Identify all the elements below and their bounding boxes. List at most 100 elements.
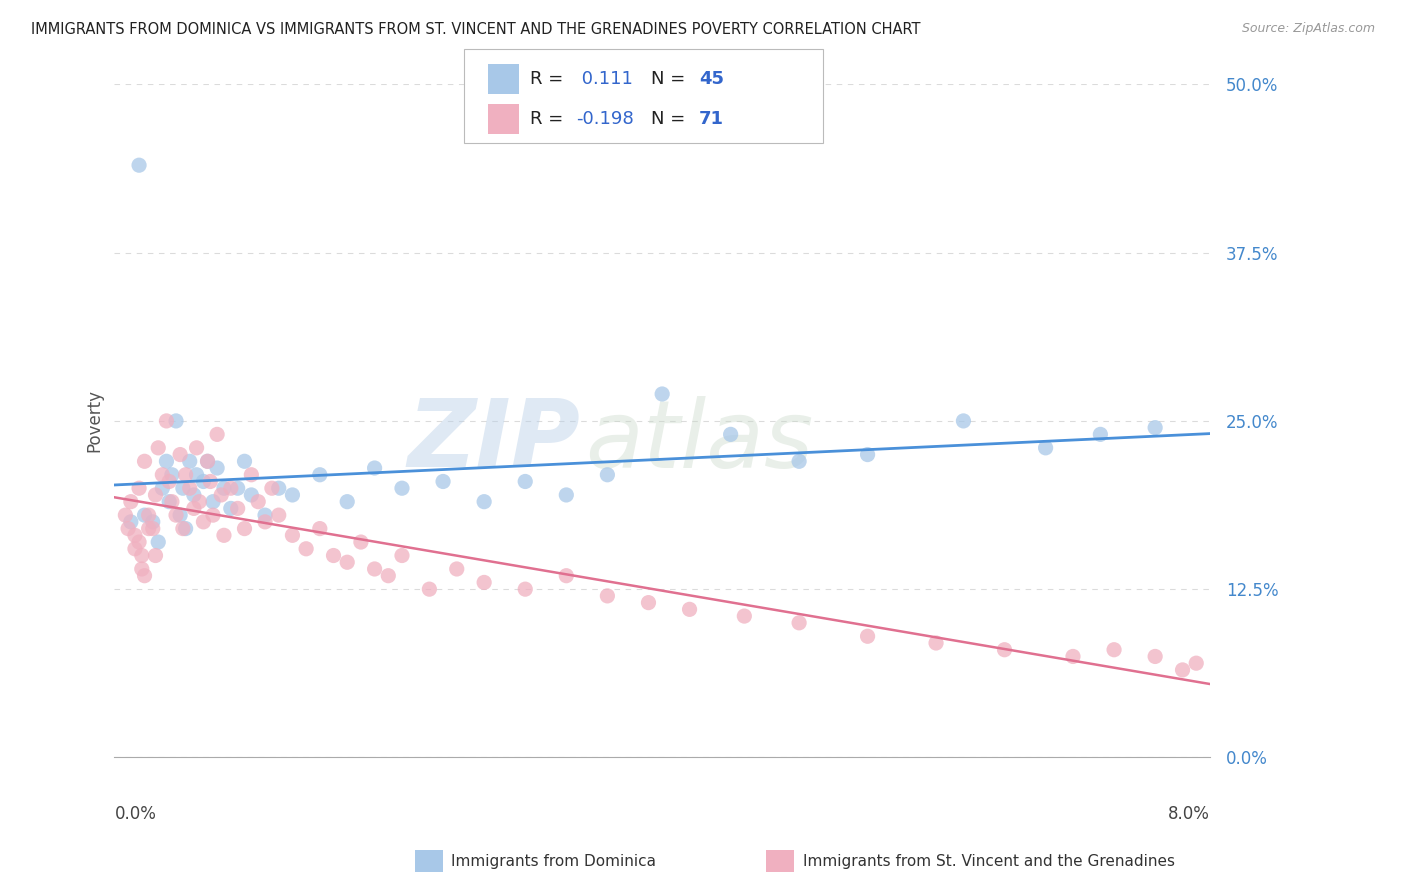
Point	[267, 481, 290, 495]
Text: 0.111: 0.111	[576, 70, 633, 87]
Point	[212, 481, 235, 495]
Point	[193, 475, 215, 489]
Point	[186, 441, 208, 455]
Text: 8.0%: 8.0%	[1168, 805, 1211, 822]
Point	[281, 528, 304, 542]
Text: 45: 45	[699, 70, 724, 87]
Point	[124, 541, 146, 556]
Text: Immigrants from St. Vincent and the Grenadines: Immigrants from St. Vincent and the Gren…	[803, 855, 1175, 869]
Point	[142, 522, 165, 536]
Point	[308, 522, 330, 536]
Point	[188, 494, 211, 508]
Point	[201, 508, 224, 523]
Point	[432, 475, 454, 489]
Point	[120, 515, 142, 529]
Text: R =: R =	[530, 70, 569, 87]
Point	[155, 414, 177, 428]
Point	[308, 467, 330, 482]
Point	[472, 575, 495, 590]
Point	[131, 549, 153, 563]
Text: 71: 71	[699, 110, 724, 128]
Point	[155, 454, 177, 468]
Point	[350, 535, 373, 549]
Point	[1102, 642, 1125, 657]
Point	[1090, 427, 1112, 442]
Point	[993, 642, 1015, 657]
Point	[145, 549, 167, 563]
Point	[197, 454, 219, 468]
Point	[172, 481, 194, 495]
Point	[205, 461, 228, 475]
Point	[114, 508, 136, 523]
Point	[174, 467, 197, 482]
Point	[138, 522, 160, 536]
Point	[787, 454, 810, 468]
Point	[134, 508, 156, 523]
Point	[260, 481, 283, 495]
Point	[336, 555, 359, 569]
Point	[515, 582, 537, 596]
Point	[179, 454, 201, 468]
Point	[212, 528, 235, 542]
Point	[142, 515, 165, 529]
Point	[446, 562, 468, 576]
Point	[179, 481, 201, 495]
Point	[169, 508, 191, 523]
Point	[200, 475, 222, 489]
Point	[336, 494, 359, 508]
Point	[219, 481, 242, 495]
Point	[254, 508, 277, 523]
Point	[131, 562, 153, 576]
Point	[925, 636, 948, 650]
Point	[267, 508, 290, 523]
Point	[120, 494, 142, 508]
Text: ZIP: ZIP	[408, 395, 581, 487]
Point	[555, 488, 578, 502]
Point	[596, 589, 619, 603]
Point	[1171, 663, 1194, 677]
Point	[952, 414, 974, 428]
Point	[172, 522, 194, 536]
Point	[134, 568, 156, 582]
Point	[651, 387, 673, 401]
Point	[363, 562, 385, 576]
Point	[281, 488, 304, 502]
Point	[148, 441, 170, 455]
Point	[128, 481, 150, 495]
Point	[1185, 656, 1208, 670]
Point	[157, 475, 180, 489]
Point	[174, 522, 197, 536]
Text: 0.0%: 0.0%	[114, 805, 156, 822]
Point	[240, 467, 263, 482]
Point	[226, 481, 249, 495]
Point	[226, 501, 249, 516]
Point	[148, 535, 170, 549]
Point	[391, 549, 413, 563]
Point	[515, 475, 537, 489]
Point	[596, 467, 619, 482]
Point	[201, 494, 224, 508]
Point	[209, 488, 232, 502]
Point	[128, 535, 150, 549]
Point	[124, 528, 146, 542]
Text: -0.198: -0.198	[576, 110, 634, 128]
Point	[472, 494, 495, 508]
Point	[219, 501, 242, 516]
Point	[157, 494, 180, 508]
Y-axis label: Poverty: Poverty	[86, 390, 103, 452]
Point	[295, 541, 318, 556]
Point	[856, 629, 879, 643]
Point	[169, 448, 191, 462]
Point	[637, 596, 659, 610]
Point	[363, 461, 385, 475]
Point	[145, 488, 167, 502]
Point	[205, 427, 228, 442]
Point	[193, 515, 215, 529]
Point	[787, 615, 810, 630]
Point	[240, 488, 263, 502]
Point	[1144, 649, 1167, 664]
Point	[254, 515, 277, 529]
Point	[186, 467, 208, 482]
Text: Source: ZipAtlas.com: Source: ZipAtlas.com	[1241, 22, 1375, 36]
Point	[856, 448, 879, 462]
